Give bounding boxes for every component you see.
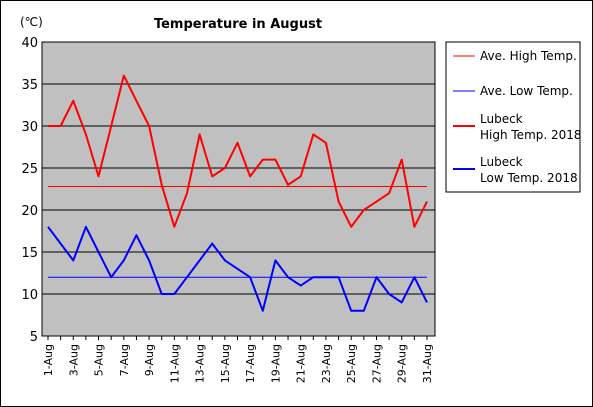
x-tick-label: 19-Aug <box>269 344 282 383</box>
legend-items: Ave. High Temp. Ave. Low Temp. Lubeck High … <box>453 49 582 185</box>
x-axis: 1-Aug 3-Aug 5-Aug 7-Aug 9-Aug 11-Aug 13-Aug 15-… <box>42 336 434 383</box>
legend-label: Low Temp. 2018 <box>480 171 578 185</box>
x-tick-label: 7-Aug <box>118 344 131 376</box>
x-tick-label: 17-Aug <box>244 344 257 383</box>
series-line-3 <box>47 225 428 312</box>
y-tick-label-5: 5 <box>30 330 38 345</box>
legend-label: Ave. High Temp. <box>480 49 577 63</box>
legend-label: Lubeck <box>480 112 523 126</box>
chart-title: Temperature in August <box>154 17 322 32</box>
y-tick-label-10: 10 <box>21 288 38 303</box>
x-tick-label: 9-Aug <box>143 344 156 376</box>
y-tick-label-15: 15 <box>21 246 38 261</box>
y-tick-label-25: 25 <box>21 162 38 177</box>
legend-label: Lubeck <box>480 155 523 169</box>
x-tick-label: 15-Aug <box>219 344 232 383</box>
unit-label: (℃) <box>20 15 43 29</box>
x-tick-label: 5-Aug <box>93 344 106 376</box>
x-tick-label: 21-Aug <box>295 344 308 383</box>
y-tick-label-35: 35 <box>21 78 38 93</box>
y-tick-label-20: 20 <box>21 204 38 219</box>
x-tick-label: 27-Aug <box>370 344 383 383</box>
x-tick-label: 13-Aug <box>194 344 207 383</box>
y-tick-label-30: 30 <box>21 120 38 135</box>
series-line-2 <box>48 74 428 228</box>
x-tick-label: 31-Aug <box>421 344 434 383</box>
legend <box>445 41 581 193</box>
x-tick-label: 25-Aug <box>345 344 358 383</box>
legend-label: Ave. Low Temp. <box>480 84 573 98</box>
x-tick-label: 23-Aug <box>320 344 333 383</box>
x-tick-label: 3-Aug <box>67 344 80 376</box>
plot-area <box>41 41 436 337</box>
x-tick-label: 1-Aug <box>42 344 55 376</box>
series-lines <box>47 74 428 312</box>
y-axis: 5 10 15 20 25 30 35 40 <box>21 36 38 345</box>
y-tick-label-40: 40 <box>21 36 38 51</box>
legend-label: High Temp. 2018 <box>480 128 582 142</box>
x-tick-label: 29-Aug <box>396 344 409 383</box>
x-tick-label: 11-Aug <box>168 344 181 383</box>
